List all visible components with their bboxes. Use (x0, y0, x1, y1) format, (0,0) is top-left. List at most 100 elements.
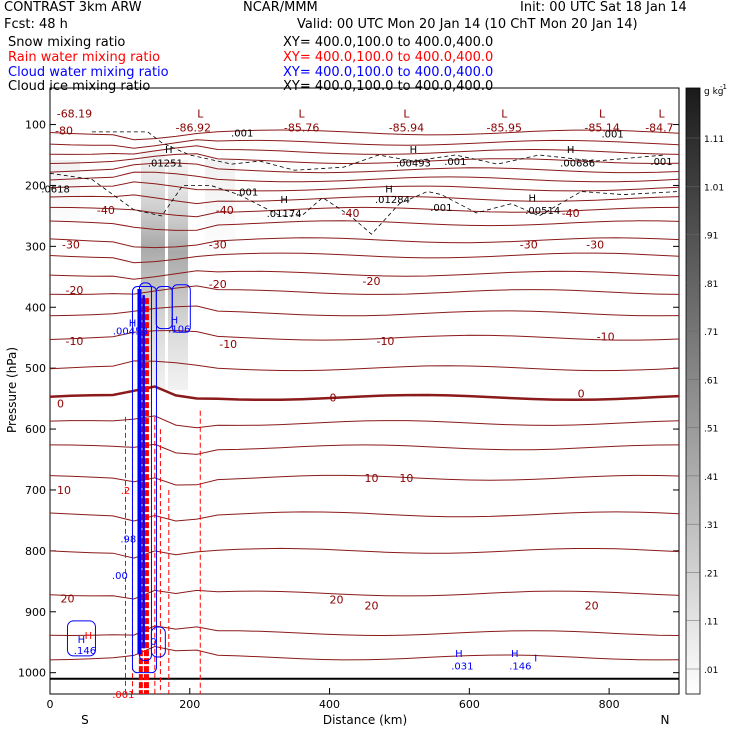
isotherm-label: -30 (520, 239, 538, 252)
isotherm-line (50, 139, 679, 149)
cloud-water-label: H (171, 315, 179, 326)
y-tick-label: 800 (25, 545, 46, 558)
colorbar-ramp (685, 87, 701, 695)
isotherm-label: -40 (216, 204, 234, 217)
isotherm-label: -40 (342, 207, 360, 220)
org-label: NCAR/MMM (243, 0, 318, 15)
y-tick-label: 600 (25, 423, 46, 436)
cloud-water-label: .00 (112, 571, 128, 582)
cloud-ice-label: H (165, 145, 173, 156)
plot-frame (49, 87, 680, 695)
isotherm-line (50, 474, 679, 486)
isotherm-label: -20 (363, 275, 381, 288)
isotherm-label: -85.76 (284, 122, 319, 135)
cloud-water-contour-sfc (66, 620, 96, 657)
isotherm-line (50, 270, 679, 280)
colorbar-tick-label: .61 (704, 376, 718, 386)
cloud-ice-label: H (528, 194, 536, 205)
cloud-water-contour-sfc2 (150, 626, 166, 658)
legend-cloud-water-xy: XY= 400.0,100.0 to 400.0,400.0 (283, 65, 494, 80)
colorbar-tick-label: .51 (704, 425, 718, 435)
cloud-ice-label: .00686 (560, 158, 595, 169)
colorbar-tick-label: .91 (704, 232, 718, 242)
legend-cloud-water-name: Cloud water mixing ratio (8, 65, 169, 80)
isotherm-line (50, 329, 679, 341)
cloud-water-contour (171, 284, 191, 333)
isotherm-label: -30 (209, 239, 227, 252)
legend-cloud-ice-xy: XY= 400.0,100.0 to 400.0,400.0 (283, 79, 494, 94)
legend-cloud-ice-name: Cloud ice mixing ratio (8, 79, 151, 94)
isotherm-line (50, 252, 679, 264)
isotherm-line (50, 181, 679, 192)
cloud-ice-label: .01251 (148, 158, 183, 169)
isotherm-line (50, 589, 679, 600)
isotherm-label: -10 (219, 338, 237, 351)
isotherm-line (50, 305, 679, 317)
y-tick-label: 200 (25, 179, 46, 192)
cloud-water-label: H (511, 649, 519, 660)
cloud-water-label: H (455, 649, 463, 660)
cloud-ice-label: .01174 (267, 209, 302, 220)
legend-rain-name: Rain water mixing ratio (8, 50, 161, 65)
legend-rain-xy: XY= 400.0,100.0 to 400.0,400.0 (283, 50, 494, 65)
colorbar-tick-label: .11 (704, 618, 718, 628)
y-tick-label: 700 (25, 484, 46, 497)
colorbar-tick-label: .21 (704, 569, 718, 579)
low-marker: L (299, 108, 306, 121)
low-marker: L (403, 108, 410, 121)
cloud-ice-label: .01284 (375, 195, 410, 206)
cloud-water-label: .00458 (113, 326, 148, 337)
cloud-ice-label: .001 (601, 130, 623, 141)
x-tick-label: 200 (179, 698, 200, 711)
low-marker: L (197, 108, 204, 121)
cloud-water-label: .031 (451, 661, 473, 672)
legend-snow-xy: XY= 400.0,100.0 to 400.0,400.0 (283, 35, 494, 50)
colorbar-tick-label: 1.11 (704, 135, 724, 145)
colorbar-tick-label: .41 (704, 473, 718, 483)
y-tick-label: 900 (25, 606, 46, 619)
low-marker: L (658, 108, 665, 121)
isotherm-line (50, 194, 679, 205)
cloud-ice-label: .001 (444, 157, 466, 168)
cloud-water-label: H (78, 635, 86, 646)
rain-label: .2 (121, 486, 131, 497)
isotherm-label: 20 (60, 592, 74, 605)
cloud-water-label: .106 (168, 325, 190, 336)
rain-label: .001 (112, 690, 134, 701)
isotherm-label: -10 (65, 335, 83, 348)
cloud-ice-contour (91, 131, 666, 171)
isotherm-line (50, 171, 679, 183)
isotherm-label: -10 (597, 330, 615, 343)
cloud-ice-label: H (410, 145, 418, 156)
cloud-ice-label: .001 (430, 203, 452, 214)
cloud-ice-label: H (385, 184, 393, 195)
isotherm-label: 20 (585, 600, 599, 613)
cloud-water-label: 0 (150, 637, 156, 648)
cloud-ice-label: .00493 (396, 158, 431, 169)
isotherm-label: -30 (62, 239, 80, 252)
isotherm-line (50, 547, 679, 559)
isotherm-label: 10 (364, 472, 378, 485)
isotherm-line (50, 220, 679, 231)
colorbar-tick-label: .81 (704, 280, 718, 290)
isotherm-label: -85.94 (389, 122, 424, 135)
isotherm-line (50, 385, 679, 402)
cloud-water-label: .146 (74, 646, 96, 657)
isotherm-label: 0 (578, 388, 585, 401)
product-title: CONTRAST 3km ARW (4, 0, 142, 15)
rain-label: H (85, 631, 93, 642)
y-axis-title: Pressure (hPa) (5, 347, 19, 433)
y-tick-label: 500 (25, 362, 46, 375)
cloud-ice-label: H (567, 145, 575, 156)
x-tick-label: 800 (599, 698, 620, 711)
isotherm-line (50, 415, 679, 429)
cloud-water-label: H (129, 318, 137, 329)
low-marker: L (599, 108, 606, 121)
isotherm-line (50, 206, 679, 218)
cloud-ice-label: H (280, 195, 288, 206)
cloud-water-label: .146 (509, 661, 531, 672)
isotherm-line (50, 129, 679, 141)
isotherm-label: 0 (57, 397, 64, 410)
x-end-label-north: N (661, 713, 670, 727)
